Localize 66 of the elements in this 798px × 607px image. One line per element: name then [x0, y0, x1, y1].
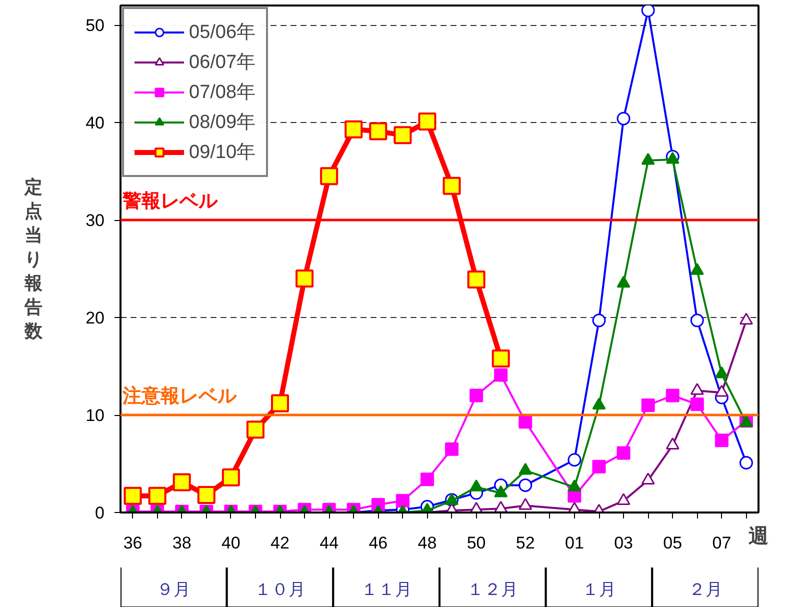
- point: [442, 176, 461, 195]
- point: [467, 270, 486, 288]
- point: [518, 462, 532, 475]
- point: [492, 349, 510, 368]
- text: １２月: [467, 580, 518, 599]
- y-tick-label: 20: [86, 308, 105, 328]
- y-tick-label: 30: [86, 211, 105, 230]
- y-tick-label: 50: [86, 16, 105, 35]
- point: [271, 394, 289, 412]
- point: [592, 398, 606, 410]
- point: [666, 388, 680, 402]
- text: １月: [582, 580, 616, 599]
- legend-label: 06/07年: [189, 51, 256, 75]
- x-tick-label: 38: [172, 534, 192, 552]
- point: [494, 485, 508, 498]
- point: [344, 120, 363, 138]
- ref-line-label: 注意報レベル: [122, 385, 238, 407]
- x-tick-label: 03: [614, 534, 634, 552]
- point: [641, 472, 655, 485]
- x-tick-label: 01: [565, 534, 584, 552]
- point: [320, 167, 338, 186]
- legend-label: 07/08年: [189, 81, 256, 105]
- legend-label: 08/09年: [189, 111, 256, 135]
- point: [641, 6, 655, 18]
- x-tick-label: 36: [123, 534, 142, 552]
- point: [616, 276, 630, 288]
- point: [369, 122, 388, 140]
- y-axis-title: 定点当り報告数: [24, 177, 44, 341]
- point: [394, 126, 412, 144]
- point: [690, 314, 704, 328]
- point: [666, 438, 680, 450]
- x-tick-label: 48: [418, 534, 437, 552]
- x-axis-title: 週: [748, 526, 768, 548]
- text: １０月: [254, 580, 306, 599]
- x-tick-label: 44: [320, 534, 339, 552]
- point: [592, 314, 606, 328]
- point: [714, 384, 728, 397]
- y-tick-label: 40: [86, 114, 105, 132]
- text: ９月: [156, 580, 191, 599]
- y-tick-label: 10: [86, 406, 105, 425]
- point: [739, 312, 753, 325]
- point: [296, 270, 314, 288]
- x-tick-label: 40: [221, 534, 240, 552]
- point: [518, 498, 532, 510]
- legend-label: 05/06年: [189, 21, 256, 45]
- point: [616, 112, 630, 126]
- point: [470, 479, 484, 492]
- x-tick-label: 46: [368, 534, 388, 552]
- point: [616, 493, 630, 506]
- point: [494, 368, 508, 382]
- y-tick-label: 0: [95, 504, 105, 522]
- point: [690, 382, 704, 395]
- x-tick-label: 50: [466, 534, 486, 552]
- point: [568, 479, 582, 492]
- point: [418, 112, 436, 131]
- point: [714, 366, 728, 378]
- x-tick-label: 42: [270, 534, 290, 552]
- x-tick-label: 52: [516, 534, 535, 552]
- x-tick-label: 07: [712, 534, 732, 552]
- point: [470, 388, 484, 402]
- text: １１月: [360, 580, 412, 599]
- legend-label: 09/10年: [189, 141, 256, 165]
- ref-line-label: 警報レベル: [122, 191, 218, 212]
- x-tick-label: 05: [663, 534, 682, 552]
- text: ２月: [688, 580, 722, 599]
- point: [690, 263, 704, 275]
